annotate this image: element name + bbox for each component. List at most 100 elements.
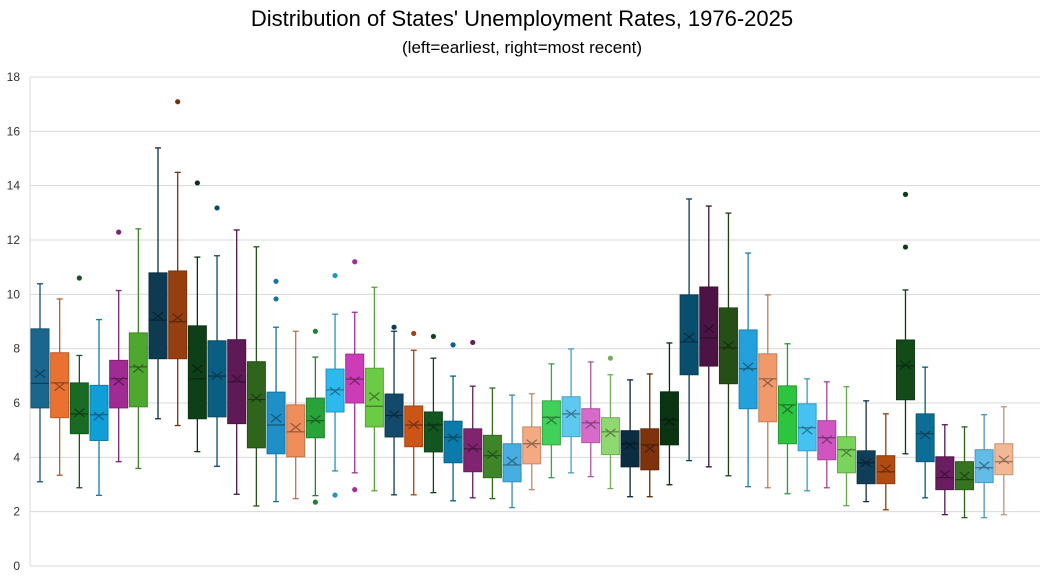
box [50,352,70,419]
mean-marker [762,378,774,388]
y-tick-label: 18 [7,70,21,84]
box [443,420,463,464]
outlier-point [116,229,122,235]
box [305,397,325,439]
box [915,413,935,463]
mean-marker [860,458,872,468]
mean-marker [310,415,321,425]
y-tick-label: 12 [7,233,21,247]
mean-marker [93,411,105,421]
box [266,391,286,455]
mean-marker [369,392,380,401]
box [404,405,424,448]
outlier-point [194,180,200,186]
box [895,339,915,401]
mean-marker [880,464,892,474]
box [581,408,601,444]
mean-marker [742,362,754,372]
mean-marker [624,440,636,450]
y-tick-label: 0 [13,559,20,573]
mean-marker [349,376,361,386]
box [502,443,522,483]
box [522,426,542,465]
box [246,361,266,449]
mean-marker [329,386,341,396]
mean-marker [585,419,597,429]
mean-marker [487,450,498,460]
mean-marker [664,417,675,426]
mean-marker [231,374,243,384]
box [777,385,797,445]
box [128,332,148,408]
outlier-point [352,487,358,493]
outlier-point [902,244,909,250]
mean-marker [270,413,282,423]
mean-marker [900,360,911,370]
outlier-point [470,339,476,346]
outlier-point [607,355,614,361]
box [758,353,778,423]
mean-marker [821,435,833,445]
box [69,382,89,435]
mean-marker [54,382,66,392]
outlier-point [352,259,358,265]
outlier-point [902,191,909,197]
mean-marker [113,376,125,386]
outlier-point [430,333,436,340]
box [482,434,502,479]
box [30,328,50,409]
mean-marker [644,444,656,454]
box [856,450,876,485]
box [659,391,679,446]
box [620,430,640,468]
mean-marker [526,439,538,449]
outlier-point [312,499,318,505]
y-tick-label: 8 [13,342,20,356]
mean-marker [782,405,793,414]
mean-marker [683,332,695,342]
box [423,411,443,453]
mean-marker [34,369,46,379]
box [109,359,129,409]
outlier-point [76,275,82,281]
mean-marker [132,364,144,373]
mean-marker [290,422,302,432]
box [89,384,109,441]
box [561,396,581,438]
mean-marker [506,456,518,466]
y-tick-label: 2 [13,505,20,519]
box [836,436,856,474]
y-tick-label: 6 [13,396,20,410]
outlier-point [332,492,338,498]
box [286,404,306,458]
box [876,455,896,485]
mean-marker [250,393,262,403]
mean-marker [388,410,400,420]
y-tick-label: 14 [7,179,21,193]
box [168,270,188,360]
mean-marker [998,455,1010,465]
mean-marker [565,409,577,419]
mean-marker [152,311,164,321]
mean-marker [919,430,931,440]
mean-marker [723,340,734,350]
mean-marker [73,408,85,418]
mean-marker [546,415,557,425]
outlier-point [312,328,318,334]
outlier-point [214,205,220,211]
mean-marker [172,313,184,323]
mean-marker [801,425,813,435]
mean-marker [447,433,459,443]
chart-subtitle: (left=earliest, right=most recent) [402,38,642,57]
mean-marker [467,443,479,453]
outlier-point [273,278,279,284]
box [699,286,719,367]
outlier-point [450,342,456,348]
y-tick-label: 10 [7,287,21,301]
mean-marker [841,448,852,458]
box [679,294,699,376]
mean-marker [978,461,990,471]
mean-marker [959,471,970,481]
box [463,428,483,473]
